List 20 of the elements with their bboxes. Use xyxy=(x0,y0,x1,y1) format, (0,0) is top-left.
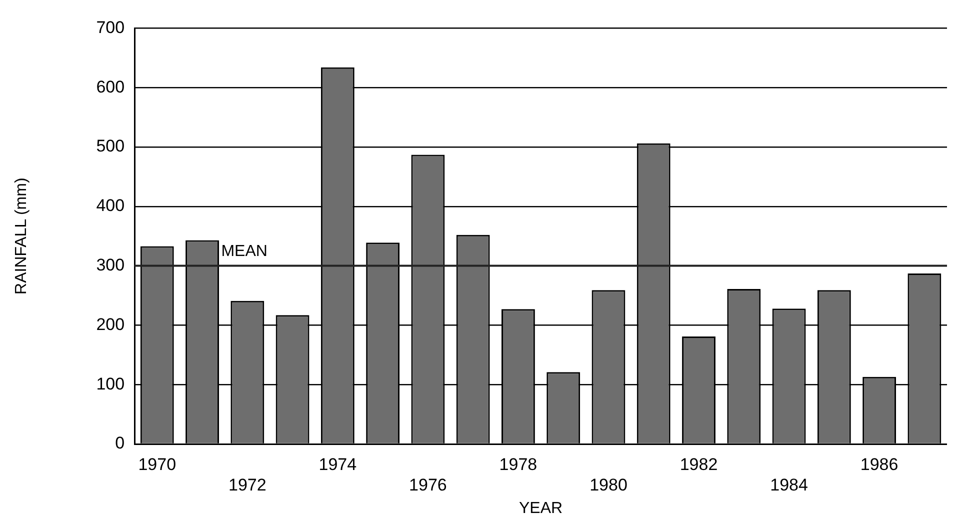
x-tick-label: 1972 xyxy=(228,475,266,494)
y-tick-label: 100 xyxy=(96,374,125,394)
x-tick-label: 1970 xyxy=(138,454,176,474)
y-tick-label: 200 xyxy=(96,314,125,334)
x-tick-label: 1984 xyxy=(770,475,808,494)
x-axis-title: YEAR xyxy=(518,500,563,517)
y-tick-label: 700 xyxy=(96,18,125,37)
y-tick-label: 600 xyxy=(96,77,125,96)
y-tick-label: 0 xyxy=(115,434,125,453)
y-tick-label: 400 xyxy=(96,196,125,216)
x-tick-label: 1974 xyxy=(318,454,357,474)
x-tick-label: 1978 xyxy=(499,454,538,474)
y-axis-title: RAINFALL (mm) xyxy=(13,178,30,294)
x-tick-label: 1986 xyxy=(860,454,898,474)
x-tick-label: 1982 xyxy=(680,454,718,474)
x-tick-label: 1976 xyxy=(409,475,447,494)
y-tick-label: 300 xyxy=(96,255,125,274)
y-tick-label: 500 xyxy=(96,136,125,156)
x-tick-label: 1980 xyxy=(590,475,628,494)
ref-line-label: MEAN xyxy=(221,243,268,260)
